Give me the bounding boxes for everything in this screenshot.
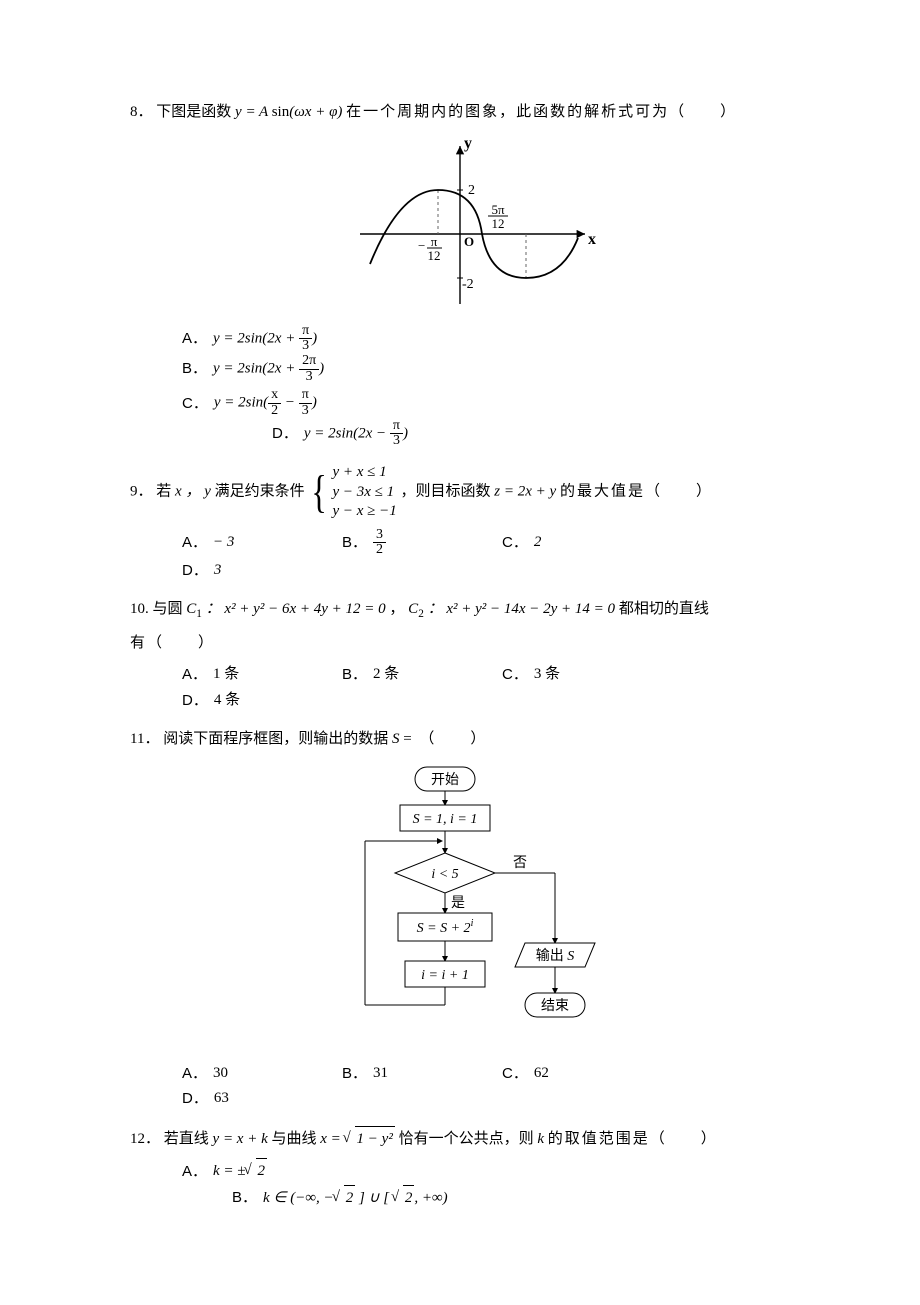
q8-stem: 8． 下图是函数 y = A sin(ωx + φ) 在一个周期内的图象，此函数…: [130, 100, 810, 126]
flow-no: 否: [513, 856, 527, 871]
q10-num: 10.: [130, 601, 149, 617]
flow-start: 开始: [431, 772, 459, 788]
svg-text:5π: 5π: [491, 202, 505, 217]
ytick-2: 2: [468, 183, 475, 198]
q11-stem: 11． 阅读下面程序框图，则输出的数据 S = （ ）: [130, 727, 810, 753]
q11-options: A．30 B．31 C．62 D．63: [130, 1061, 810, 1112]
flow-cond: i < 5: [431, 867, 458, 882]
q10-opt-a: A．1 条: [182, 662, 302, 688]
constraint-system: { y + x ≤ 1 y − 3x ≤ 1 y − x ≥ −1: [308, 463, 396, 522]
q9-opt-a: A．− 3: [182, 528, 302, 558]
q11-num: 11．: [130, 731, 159, 747]
question-10: 10. 与圆 C1 ： x² + y² − 6x + 4y + 12 = 0 ，…: [130, 597, 810, 713]
q8-stem-pre: 下图是函数: [156, 104, 235, 120]
q11-flowchart: 开始 S = 1, i = 1 i < 5 否 输出 S: [130, 761, 810, 1051]
q10-opt-c: C．3 条: [502, 662, 622, 688]
flow-step1: S = S + 2i: [417, 918, 474, 936]
sine-graph: x y O 2 -2 − π 12 5π 12: [340, 134, 600, 314]
q8-opt-d: D． y = 2sin(2x − π3): [272, 419, 552, 449]
q8-options: A． y = 2sin(2x + π3) B． y = 2sin(2x + 2π…: [130, 324, 810, 450]
question-8: 8． 下图是函数 y = A sin(ωx + φ) 在一个周期内的图象，此函数…: [130, 100, 810, 449]
flow-yes: 是: [451, 896, 465, 911]
q10-stem: 10. 与圆 C1 ： x² + y² − 6x + 4y + 12 = 0 ，…: [130, 597, 810, 624]
question-9: 9． 若 x ， y 满足约束条件 { y + x ≤ 1 y − 3x ≤ 1…: [130, 463, 810, 583]
q8-num: 8．: [130, 104, 153, 120]
flow-end: 结束: [541, 998, 569, 1014]
xtick-neg: −: [418, 238, 425, 253]
ytick-neg2: -2: [462, 277, 474, 292]
x-axis-label: x: [588, 231, 596, 248]
q9-opt-d: D．3: [182, 558, 302, 584]
q12-opt-a: A． k = ±2: [182, 1158, 462, 1185]
q10-options: A．1 条 B．2 条 C．3 条 D．4 条: [130, 662, 810, 713]
svg-text:12: 12: [492, 216, 505, 231]
q10-opt-d: D．4 条: [182, 688, 302, 714]
flow-init: S = 1, i = 1: [413, 812, 478, 827]
q10-line2: 有（ ）: [130, 631, 810, 657]
q8-stem-post: 在一个周期内的图象，此函数的解析式可为（ ）: [346, 104, 737, 120]
q12-stem: 12． 若直线 y = x + k 与曲线 x = 1 − y² 恰有一个公共点…: [130, 1126, 810, 1153]
q8-opt-b: B． y = 2sin(2x + 2π3): [182, 354, 462, 384]
q9-num: 9．: [130, 484, 153, 500]
q10-opt-b: B．2 条: [342, 662, 462, 688]
q9-opt-c: C．2: [502, 528, 622, 558]
q8-opt-c: C． y = 2sin(x2 − π3): [182, 388, 462, 418]
q8-figure: x y O 2 -2 − π 12 5π 12: [130, 134, 810, 314]
q11-opt-c: C．62: [502, 1061, 622, 1087]
question-12: 12． 若直线 y = x + k 与曲线 x = 1 − y² 恰有一个公共点…: [130, 1126, 810, 1212]
flow-output: 输出 S: [536, 948, 575, 964]
q12-options: A． k = ±2 B． k ∈ (−∞, −2 ] ∪ [ 2, +∞): [130, 1158, 810, 1211]
flowchart-svg: 开始 S = 1, i = 1 i < 5 否 输出 S: [320, 761, 620, 1051]
q11-opt-a: A．30: [182, 1061, 302, 1087]
q8-formula: y = A sin(ωx + φ): [235, 104, 342, 120]
q9-options: A．− 3 B．32 C．2 D．3: [130, 528, 810, 584]
origin-label: O: [464, 234, 474, 249]
y-axis-label: y: [464, 135, 472, 152]
q9-stem: 9． 若 x ， y 满足约束条件 { y + x ≤ 1 y − 3x ≤ 1…: [130, 463, 810, 522]
q12-num: 12．: [130, 1131, 160, 1147]
q11-opt-d: D．63: [182, 1086, 302, 1112]
q8-opt-a: A． y = 2sin(2x + π3): [182, 324, 462, 354]
q9-opt-b: B．32: [342, 528, 462, 558]
svg-text:π: π: [431, 234, 438, 249]
q11-opt-b: B．31: [342, 1061, 462, 1087]
q12-opt-b: B． k ∈ (−∞, −2 ] ∪ [ 2, +∞): [232, 1185, 512, 1212]
svg-text:12: 12: [428, 248, 441, 263]
flow-step2: i = i + 1: [421, 968, 469, 983]
question-11: 11． 阅读下面程序框图，则输出的数据 S = （ ） 开始 S = 1, i …: [130, 727, 810, 1112]
